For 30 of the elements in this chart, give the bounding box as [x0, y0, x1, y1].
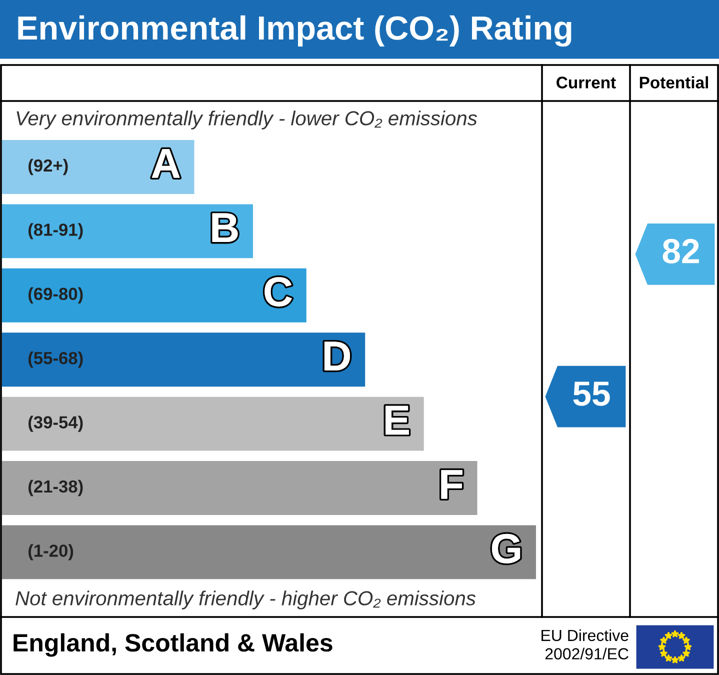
bar	[2, 140, 194, 194]
annotation: (39-54)	[28, 416, 83, 432]
bar	[2, 396, 424, 451]
text: Potential	[640, 76, 708, 88]
text: 55	[573, 382, 610, 406]
bar	[2, 204, 253, 258]
y-tick-label: E	[386, 406, 409, 435]
bar	[2, 332, 366, 387]
annotation: (81-91)	[28, 223, 83, 240]
bar	[2, 268, 306, 322]
y-tick-label: D	[324, 342, 350, 370]
text: EU Directive 2002/91/EC	[542, 629, 628, 660]
text: 82	[662, 238, 699, 264]
annotation: (55-68)	[28, 352, 83, 368]
y-tick-label: B	[212, 213, 238, 242]
annotation: (92+)	[28, 158, 68, 176]
text: England, Scotland & Wales	[14, 633, 332, 657]
y-tick-label: G	[492, 534, 520, 564]
chart-title: Environmental Impact (CO₂) Rating	[18, 15, 572, 47]
bar	[2, 461, 478, 515]
y-tick-label: C	[264, 277, 292, 307]
bar	[2, 525, 536, 580]
text: Very environmentally friendly - lower CO₂ emissions	[16, 110, 478, 130]
y-tick-label: F	[441, 470, 462, 499]
annotation: (1-20)	[28, 544, 74, 560]
annotation: (21-38)	[28, 480, 83, 496]
text: Not environmentally friendly - higher CO₂ emissions	[16, 590, 476, 610]
text: Current	[556, 76, 616, 88]
annotation: (69-80)	[28, 287, 83, 304]
y-tick-label: A	[152, 149, 180, 178]
